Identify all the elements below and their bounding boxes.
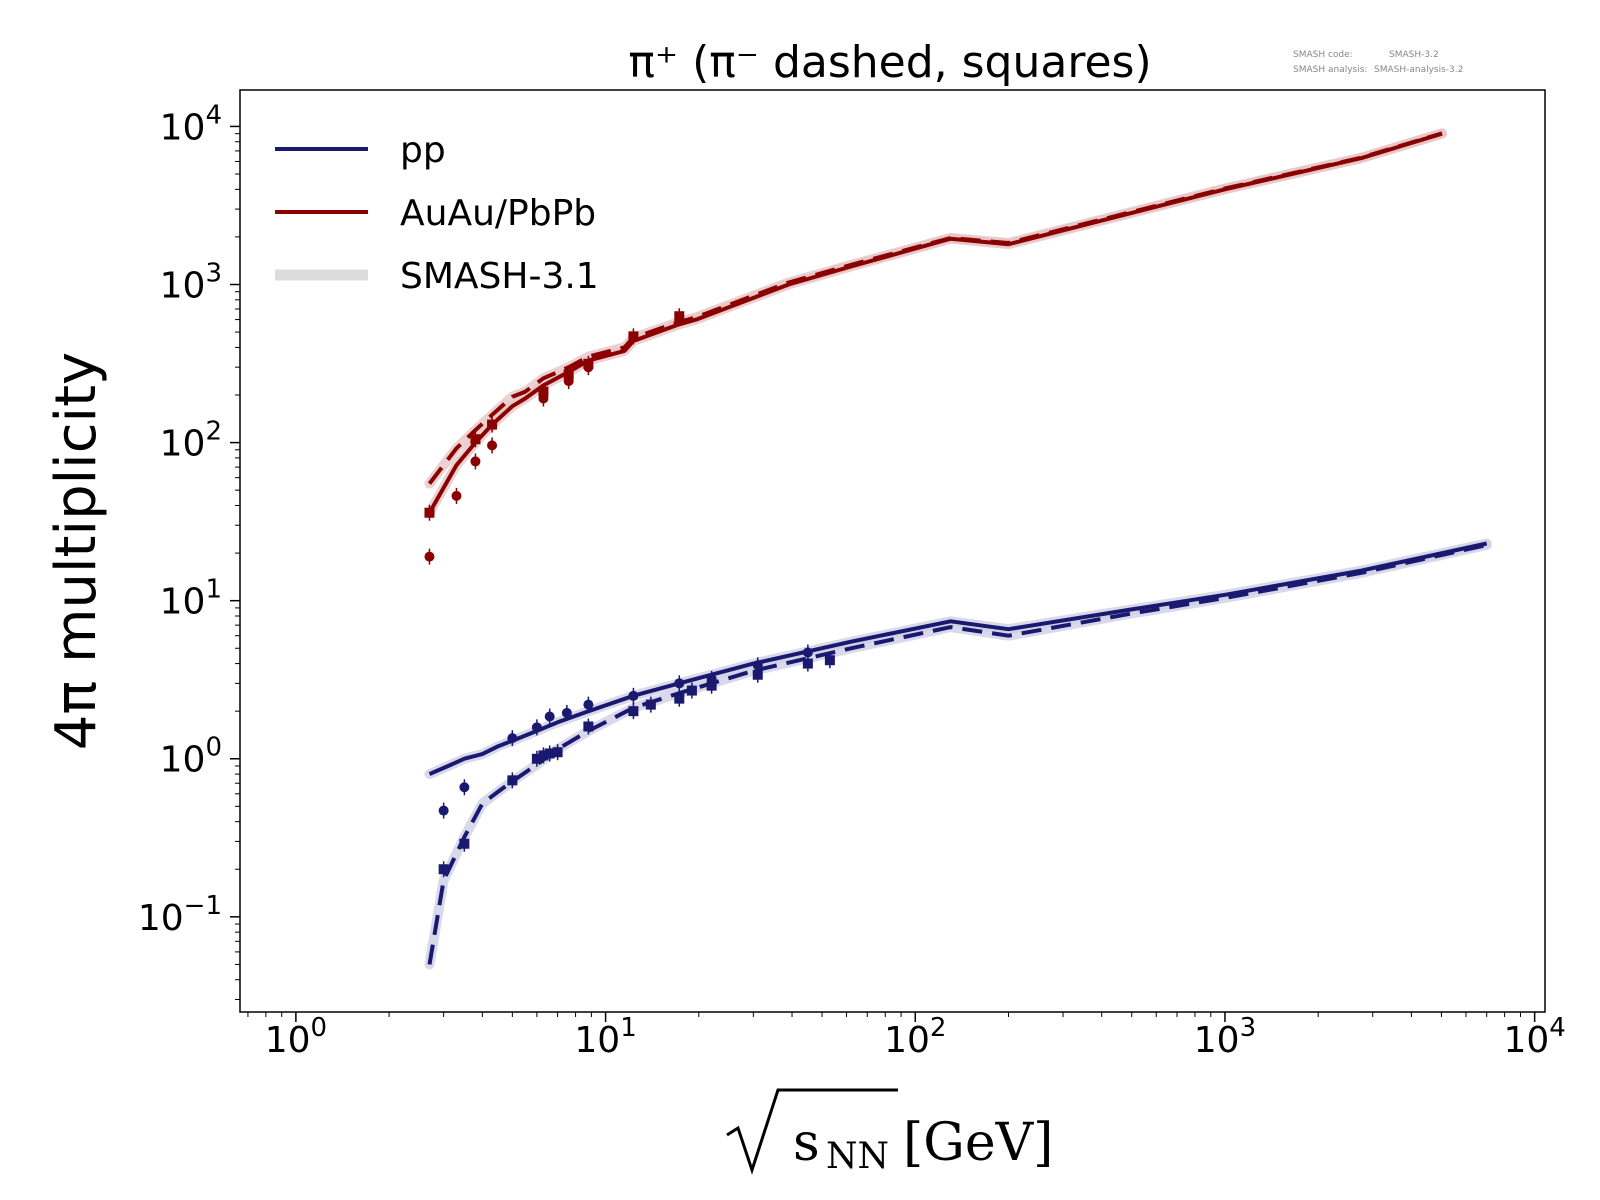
smash-band-3 <box>424 128 1447 489</box>
x-axis: 100 101 102 103 104 <box>247 1012 1566 1061</box>
series-line-2 <box>427 131 1443 514</box>
x-axis-label-main: s <box>793 1113 820 1173</box>
data-point-square-1-10 <box>674 693 685 704</box>
watermark-code-label: SMASH code: <box>1293 50 1353 60</box>
y-axis: 10−1 100 101 102 103 104 <box>138 100 240 1000</box>
y-tick-label-5: 104 <box>160 100 222 148</box>
data-point-circle-0-6 <box>583 699 594 710</box>
data-point-square-3-2 <box>487 419 498 430</box>
data-point-square-3-5 <box>583 358 594 369</box>
data-point-square-1-3 <box>531 753 542 764</box>
data-point-square-1-8 <box>628 706 639 717</box>
data-point-square-3-3 <box>538 386 549 397</box>
y-tick-label-3: 102 <box>160 417 222 465</box>
x-axis-label-sub: NN <box>826 1136 889 1177</box>
legend: pp AuAu/PbPb SMASH-3.1 <box>275 130 599 297</box>
data-point-square-3-7 <box>674 311 685 322</box>
data-point-square-1-11 <box>686 685 697 696</box>
data-point-square-1-15 <box>824 655 835 666</box>
watermark: SMASH code: SMASH-3.2 SMASH analysis: SM… <box>1293 50 1463 75</box>
data-point-square-3-6 <box>628 331 639 342</box>
data-point-circle-2-0 <box>424 551 435 562</box>
y-tick-label-1: 100 <box>160 733 222 781</box>
x-tick-label-0: 100 <box>265 1013 327 1061</box>
x-tick-label-3: 103 <box>1194 1013 1256 1061</box>
data-point-square-1-5 <box>544 748 555 759</box>
watermark-analysis-label: SMASH analysis: <box>1293 65 1367 75</box>
data-point-circle-0-11 <box>802 647 813 658</box>
series-line-1 <box>427 543 1488 965</box>
legend-label-2: SMASH-3.1 <box>400 256 599 297</box>
data-point-square-1-13 <box>752 669 763 680</box>
x-axis-label: s NN [GeV] <box>726 1088 1053 1177</box>
data-point-circle-0-7 <box>628 690 639 701</box>
data-point-circle-0-0 <box>438 805 449 816</box>
data-point-square-3-0 <box>424 507 435 518</box>
data-point-square-3-1 <box>470 434 481 445</box>
data-point-square-1-2 <box>507 775 518 786</box>
smash-band-1 <box>424 540 1492 970</box>
series-line-3 <box>427 131 1443 485</box>
data-point-circle-2-2 <box>470 456 481 467</box>
x-tick-label-4: 104 <box>1503 1013 1565 1061</box>
data-point-square-1-14 <box>802 658 813 669</box>
plot-frame <box>239 89 1546 1013</box>
chart-title: π⁺ (π⁻ dashed, squares) <box>628 37 1151 88</box>
sqrt-sign <box>726 1088 898 1175</box>
data-point-circle-0-2 <box>507 733 518 744</box>
data-point-square-1-1 <box>459 838 470 849</box>
data-point-circle-0-5 <box>561 707 572 718</box>
data-point-square-1-12 <box>706 680 717 691</box>
data-point-circle-2-3 <box>487 440 498 451</box>
data-point-circle-0-10 <box>752 660 763 671</box>
x-tick-label-2: 102 <box>884 1013 946 1061</box>
x-tick-label-1: 101 <box>574 1013 636 1061</box>
data-point-circle-0-4 <box>544 711 555 722</box>
y-axis-label: 4π multiplicity <box>44 352 109 750</box>
data-point-square-1-4 <box>538 750 549 761</box>
data-point-square-1-7 <box>583 721 594 732</box>
data-point-circle-0-8 <box>674 678 685 689</box>
legend-label-0: pp <box>400 130 446 171</box>
data-point-square-3-4 <box>563 369 574 380</box>
x-axis-label-unit: [GeV] <box>903 1113 1053 1173</box>
y-tick-label-0: 10−1 <box>138 891 222 939</box>
data-point-circle-2-1 <box>451 490 462 501</box>
legend-label-1: AuAu/PbPb <box>400 193 596 234</box>
watermark-analysis-value: SMASH-analysis-3.2 <box>1374 65 1463 75</box>
data-point-circle-0-1 <box>459 782 470 793</box>
data-point-square-1-9 <box>645 699 656 710</box>
data-marker-layer <box>424 308 835 878</box>
watermark-code-value: SMASH-3.2 <box>1389 50 1439 60</box>
y-tick-label-2: 101 <box>160 575 222 623</box>
data-point-circle-0-3 <box>531 722 542 733</box>
y-tick-label-4: 103 <box>160 259 222 307</box>
smash-band-2 <box>424 128 1447 518</box>
data-point-square-1-6 <box>552 747 563 758</box>
plot-area <box>424 128 1492 970</box>
data-point-square-1-0 <box>438 864 449 875</box>
